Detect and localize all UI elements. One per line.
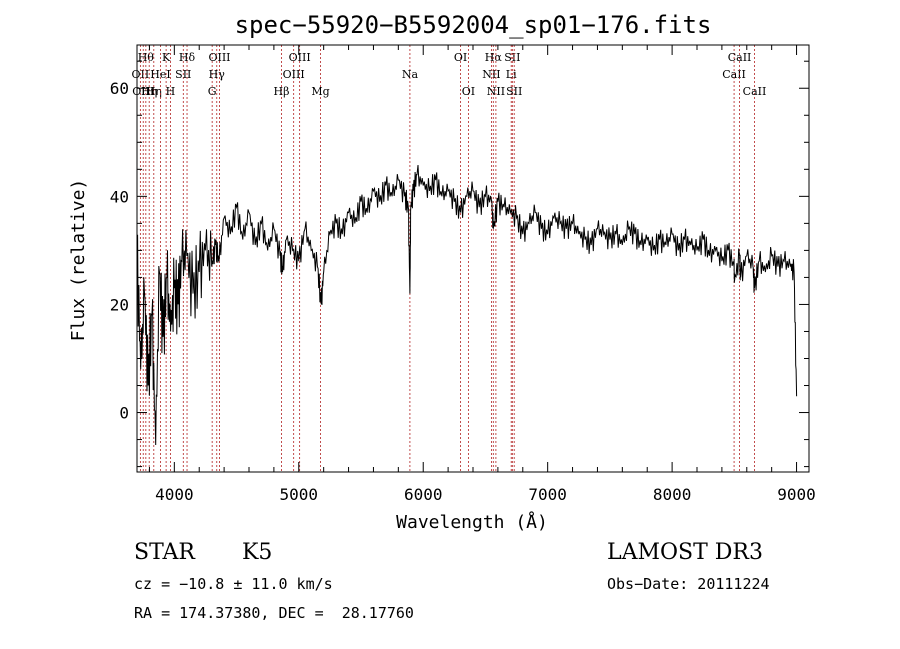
y-tick-label: 20 (110, 295, 129, 314)
coordinates: RA = 174.37380, DEC = 28.17760 (134, 604, 414, 622)
line-marker-label: Li (506, 68, 517, 81)
line-marker-label: CaII (722, 68, 746, 81)
x-tick-label: 5000 (280, 485, 319, 504)
x-axis-label: Wavelength (Å) (396, 511, 548, 533)
line-marker-label: Hγ (209, 68, 226, 81)
line-marker-label: HeI (150, 68, 170, 81)
chart-title: spec−55920−B5592004_sp01−176.fits (235, 11, 712, 39)
line-marker-label: Hθ (138, 51, 155, 64)
line-marker-label: Hδ (179, 51, 196, 64)
object-subclass: K5 (242, 540, 273, 565)
line-marker-label: OI (454, 51, 467, 64)
x-tick-label: 7000 (528, 485, 567, 504)
y-tick-label: 0 (119, 404, 129, 423)
line-marker-label: NII (487, 85, 505, 98)
redshift-value: cz = −10.8 ± 11.0 km/s (134, 575, 333, 593)
line-marker-label: Hβ (274, 85, 290, 98)
line-marker-label: CaII (743, 85, 767, 98)
line-marker-label: H (166, 85, 176, 98)
x-tick-label: 6000 (404, 485, 443, 504)
line-marker-label: OIII (208, 51, 230, 64)
y-axis-label: Flux (relative) (68, 179, 89, 342)
line-marker-label: Mg (311, 85, 329, 98)
plot-border (136, 44, 810, 473)
object-class: STAR (134, 540, 195, 565)
y-tick-label: 60 (110, 79, 129, 98)
line-marker-label: CaII (728, 51, 752, 64)
line-marker-label: Hη (146, 85, 162, 98)
line-marker-label: K (162, 51, 171, 64)
line-marker-label: OIII (289, 51, 311, 64)
line-marker-label: SII (175, 68, 191, 81)
plot-frame (136, 44, 810, 473)
x-tick-label: 4000 (155, 485, 194, 504)
survey-name: LAMOST DR3 (607, 540, 763, 565)
line-marker-label: Na (402, 68, 419, 81)
spectral-line-markers: OIIOIIIHθHηHηHeIKHSIIHδGHγOIIIHβOIIIOIII… (132, 45, 767, 472)
x-axis: 4000 5000 6000 7000 8000 9000 (148, 45, 816, 504)
y-tick-label: 40 (110, 187, 129, 206)
line-marker-label: SII (506, 85, 522, 98)
flux-series-line (136, 164, 798, 446)
line-marker-label: OIII (283, 68, 305, 81)
line-marker-label: NII (482, 68, 500, 81)
line-marker-label: OII (132, 68, 150, 81)
observation-date: Obs−Date: 20111224 (607, 575, 770, 593)
x-tick-label: 8000 (653, 485, 692, 504)
y-axis: 0 20 40 60 (110, 60, 809, 468)
line-marker-label: SII (504, 51, 520, 64)
line-marker-label: Hα (485, 51, 503, 64)
x-tick-label: 9000 (777, 485, 816, 504)
line-marker-label: OI (462, 85, 475, 98)
line-marker-label: G (208, 85, 217, 98)
